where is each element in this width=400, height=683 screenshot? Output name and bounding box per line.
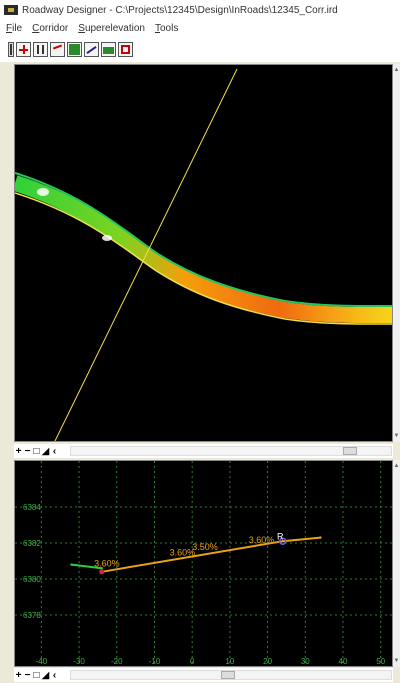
pan-icon[interactable]: ◢ bbox=[41, 445, 50, 457]
hinge-marker bbox=[99, 569, 105, 575]
toolbar bbox=[0, 36, 400, 62]
menu-superelevation[interactable]: Superelevation bbox=[78, 22, 145, 34]
x-tick-label: 20 bbox=[263, 657, 272, 666]
station-cut-line bbox=[54, 68, 238, 441]
zoom-in-icon[interactable]: + bbox=[15, 445, 22, 457]
title-bar: Roadway Designer - C:\Projects\12345\Des… bbox=[0, 0, 400, 20]
create-surface-icon[interactable] bbox=[101, 41, 116, 57]
scroll-left-icon[interactable]: ‹ bbox=[52, 669, 57, 681]
fit-view-icon[interactable]: □ bbox=[33, 445, 40, 457]
highlight-spot bbox=[102, 235, 112, 241]
menu-bar: File Corridor Superelevation Tools bbox=[0, 20, 400, 36]
edge-marker bbox=[278, 537, 287, 545]
x-tick-label: -30 bbox=[73, 657, 85, 666]
scroll-down-icon[interactable]: ▼ bbox=[393, 658, 400, 664]
series-point bbox=[70, 563, 73, 566]
x-tick-label: 50 bbox=[376, 657, 385, 666]
x-tick-label: 30 bbox=[301, 657, 310, 666]
app-icon bbox=[4, 3, 18, 17]
y-tick-label: 6384 bbox=[23, 503, 41, 512]
scroll-left-icon[interactable]: ‹ bbox=[52, 445, 57, 457]
series-point bbox=[319, 536, 322, 539]
menu-file[interactable]: File bbox=[6, 22, 23, 34]
corridor-edge-top bbox=[15, 172, 392, 308]
window-title: Roadway Designer - C:\Projects\12345\Des… bbox=[22, 4, 338, 16]
point-controls-icon[interactable] bbox=[33, 41, 48, 57]
zoom-out-icon[interactable]: − bbox=[24, 445, 31, 457]
slope-label: 3.60% bbox=[249, 535, 275, 545]
series-point bbox=[100, 567, 103, 570]
x-tick-label: 0 bbox=[190, 657, 195, 666]
corridor-edge-bottom bbox=[15, 192, 392, 325]
slope-label: 3.60% bbox=[170, 548, 196, 558]
menu-tools[interactable]: Tools bbox=[154, 22, 179, 34]
x-tick-label: -20 bbox=[111, 657, 123, 666]
section-view-hscroll-thumb[interactable] bbox=[221, 671, 235, 679]
series-point bbox=[281, 540, 284, 543]
highlight-spot bbox=[37, 188, 49, 196]
corridor-surface bbox=[15, 175, 392, 324]
y-tick-label: 6382 bbox=[23, 539, 41, 548]
section-view-vscroll[interactable]: ▲ ▼ bbox=[393, 460, 400, 667]
zoom-out-icon[interactable]: − bbox=[24, 669, 31, 681]
point-label: R bbox=[277, 531, 284, 541]
scroll-down-icon[interactable]: ▼ bbox=[393, 433, 400, 439]
y-tick-label: 6378 bbox=[23, 611, 41, 620]
design-stations-icon[interactable] bbox=[8, 41, 14, 57]
section-view-controls: + − □ ◢ ‹ bbox=[14, 668, 393, 682]
slope-label: 3.50% bbox=[192, 542, 218, 552]
display-references-icon[interactable] bbox=[67, 41, 82, 57]
plan-view-hscroll-thumb[interactable] bbox=[343, 447, 357, 455]
plan-view-controls: + − □ ◢ ‹ bbox=[14, 444, 393, 458]
y-tick-label: 6380 bbox=[23, 575, 41, 584]
zoom-in-icon[interactable]: + bbox=[15, 669, 22, 681]
plan-view-vscroll[interactable]: ▲ ▼ bbox=[393, 64, 400, 442]
plan-view-hscroll[interactable] bbox=[70, 446, 392, 456]
plan-view-panel[interactable] bbox=[14, 64, 393, 442]
slope-label: 3.60% bbox=[94, 558, 120, 568]
x-tick-label: -10 bbox=[149, 657, 161, 666]
cross-section-panel[interactable]: 6384 6382 6380 6378 -40 -30 -20 -10 0 10 20 30 40 50 3… bbox=[14, 460, 393, 667]
parametric-constraints-icon[interactable] bbox=[50, 41, 65, 57]
x-tick-label: 10 bbox=[225, 657, 234, 666]
series-line bbox=[71, 563, 102, 570]
x-tick-label: 40 bbox=[339, 657, 348, 666]
scroll-up-icon[interactable]: ▲ bbox=[393, 463, 400, 469]
target-aliasing-icon[interactable] bbox=[84, 41, 99, 57]
plan-view-graphic bbox=[15, 68, 392, 441]
x-tick-label: -40 bbox=[36, 657, 48, 666]
cross-section-chart: 6384 6382 6380 6378 -40 -30 -20 -10 0 10 20 30 40 50 3… bbox=[15, 461, 392, 666]
corridor-settings-icon[interactable] bbox=[118, 41, 133, 57]
template-drops-icon[interactable] bbox=[16, 41, 31, 57]
fit-view-icon[interactable]: □ bbox=[33, 669, 40, 681]
section-view-hscroll[interactable] bbox=[70, 670, 392, 680]
menu-corridor[interactable]: Corridor bbox=[32, 22, 69, 34]
scroll-up-icon[interactable]: ▲ bbox=[393, 67, 400, 73]
pan-icon[interactable]: ◢ bbox=[41, 669, 50, 681]
